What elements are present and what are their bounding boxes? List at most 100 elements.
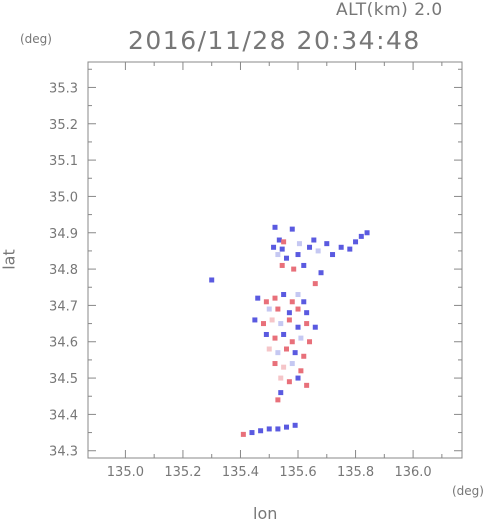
heatmap-cell xyxy=(330,252,336,258)
heatmap-cell xyxy=(295,252,301,258)
heatmap-cell xyxy=(272,361,278,367)
y-unit-label: (deg) xyxy=(20,32,52,46)
heatmap-cell xyxy=(304,321,310,327)
heatmap-cell xyxy=(291,266,297,272)
heatmap-cell xyxy=(258,428,264,434)
heatmap-cell xyxy=(266,306,272,312)
heatmap-cell xyxy=(275,350,281,356)
heatmap-cell xyxy=(301,299,307,305)
y-tick-label: 34.3 xyxy=(49,445,78,460)
heatmap-cell xyxy=(289,299,295,305)
heatmap-cell xyxy=(281,239,287,245)
heatmap-cell xyxy=(312,281,318,287)
heatmap-cell xyxy=(275,306,281,312)
heatmap-cell xyxy=(318,270,324,276)
heatmap-cell xyxy=(279,246,285,252)
heatmap-cell xyxy=(286,317,292,323)
heatmap-cell xyxy=(284,424,290,430)
heatmap-cell xyxy=(249,430,255,436)
heatmap-cell xyxy=(295,324,301,330)
heatmap-cell xyxy=(263,331,269,337)
heatmap-cell xyxy=(255,295,261,301)
heatmap-cell xyxy=(292,350,298,356)
heatmap-cell xyxy=(315,248,321,254)
heatmap-cell xyxy=(353,239,359,245)
heatmap-cell xyxy=(286,310,292,316)
heatmap-cell xyxy=(278,321,284,327)
y-tick-label: 34.5 xyxy=(49,372,78,387)
heatmap-cell xyxy=(296,241,302,247)
axis-ticks: 135.0 135.2 135.4 135.6 135.8 136.0 34.3 34.4 34… xyxy=(49,62,462,480)
heatmap-cell xyxy=(272,335,278,341)
heatmap-cell xyxy=(298,368,304,374)
heatmap-cell xyxy=(338,244,344,250)
heatmap-cell xyxy=(278,375,284,381)
x-tick-label: 135.6 xyxy=(279,465,316,480)
y-tick-label: 35.2 xyxy=(49,118,78,133)
x-tick-label: 135.2 xyxy=(164,465,201,480)
heatmap-cell xyxy=(304,310,310,316)
heatmap-cell xyxy=(284,346,290,352)
heatmap-cell xyxy=(364,230,370,236)
altitude-label: ALT(km) 2.0 xyxy=(336,0,443,20)
heatmap-cell xyxy=(292,422,298,428)
heatmap-cell xyxy=(289,226,295,232)
heatmap-cell xyxy=(311,237,317,243)
heatmap-cell xyxy=(279,262,285,268)
heatmap-cell xyxy=(276,237,282,243)
heatmap-cell xyxy=(304,382,310,388)
heatmap-cell xyxy=(347,246,353,252)
heatmap-cell xyxy=(252,317,258,323)
heatmap-cell xyxy=(295,292,301,298)
x-unit-label: (deg) xyxy=(452,484,484,498)
y-tick-label: 34.9 xyxy=(49,227,78,242)
heatmap-cell xyxy=(281,364,287,370)
x-tick-label: 135.4 xyxy=(222,465,259,480)
timestamp-title: 2016/11/28 20:34:48 xyxy=(128,26,421,55)
x-tick-label: 136.0 xyxy=(394,465,431,480)
heatmap-cell xyxy=(289,361,295,367)
heatmap-cell xyxy=(271,244,277,250)
heatmap-cell xyxy=(272,224,278,230)
heatmap-cell xyxy=(278,390,284,396)
heatmap-cell xyxy=(295,306,301,312)
heatmap-cell xyxy=(358,233,364,239)
x-tick-label: 135.0 xyxy=(107,465,144,480)
heatmap-cell xyxy=(275,426,281,432)
y-tick-label: 34.4 xyxy=(49,408,78,423)
heatmap-cell xyxy=(301,353,307,359)
heatmap-cell xyxy=(275,397,281,403)
heatmap-cell xyxy=(312,324,318,330)
heatmap-cells xyxy=(209,224,370,437)
heatmap-cell xyxy=(301,262,307,268)
y-tick-label: 34.6 xyxy=(49,336,78,351)
heatmap-cell xyxy=(289,339,295,345)
heatmap-cell xyxy=(295,375,301,381)
heatmap-cell xyxy=(272,295,278,301)
x-tick-label: 135.8 xyxy=(337,465,374,480)
heatmap-cell xyxy=(209,277,215,283)
heatmap-cell xyxy=(260,321,266,327)
heatmap-cell xyxy=(324,241,330,247)
y-tick-label: 34.8 xyxy=(49,263,78,278)
y-tick-label: 34.7 xyxy=(49,299,78,314)
heatmap-cell xyxy=(281,292,287,298)
y-tick-label: 35.3 xyxy=(49,81,78,96)
y-tick-label: 35.1 xyxy=(49,154,78,169)
heatmap-cell xyxy=(281,331,287,337)
heatmap-cell xyxy=(263,299,269,305)
heatmap-cell xyxy=(266,426,272,432)
heatmap-cell xyxy=(307,339,313,345)
y-tick-label: 35.0 xyxy=(49,190,78,205)
heatmap-cell xyxy=(298,335,304,341)
heatmap-cell xyxy=(307,244,313,250)
heatmap-cell xyxy=(269,317,275,323)
heatmap-cell xyxy=(286,379,292,385)
heatmap-cell xyxy=(240,431,246,437)
heatmap-cell xyxy=(275,252,281,258)
heatmap-cell xyxy=(284,255,290,261)
plot-frame xyxy=(87,61,463,459)
heatmap-cell xyxy=(266,346,272,352)
x-axis-label: lon xyxy=(253,504,278,523)
